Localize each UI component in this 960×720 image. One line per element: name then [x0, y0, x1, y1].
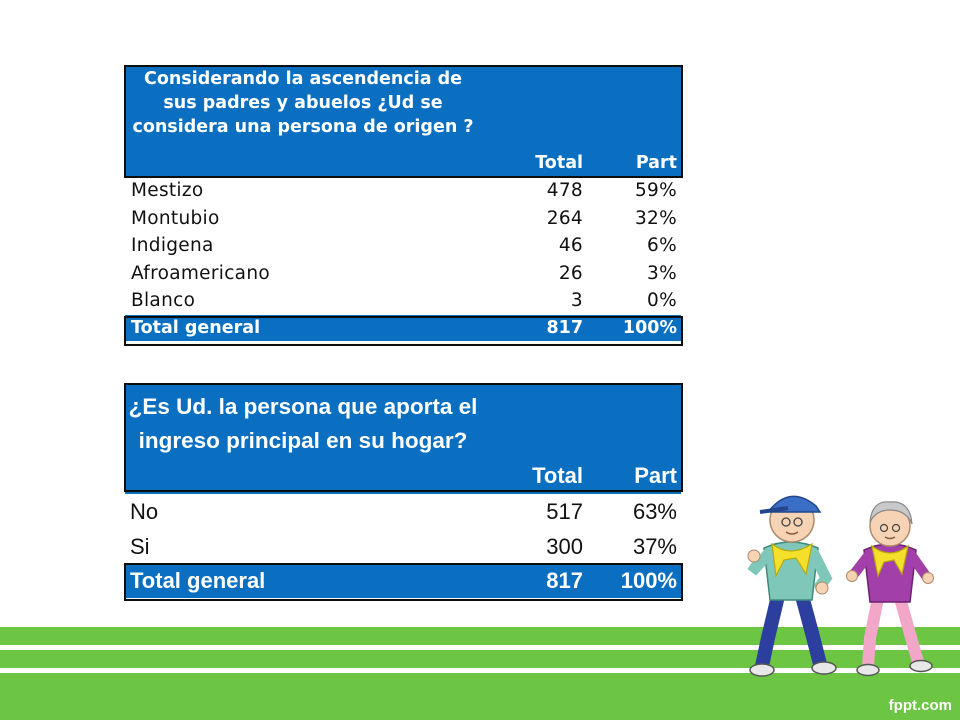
- table-row: No 517 63%: [125, 494, 681, 529]
- column-header-total: Total: [481, 384, 585, 494]
- elderly-joggers-illustration: [747, 495, 934, 677]
- table-header: ¿Es Ud. la persona que aporta el ingreso…: [125, 384, 681, 494]
- row-label: Indigena: [131, 235, 214, 257]
- brand-watermark: fppt.com: [888, 697, 952, 714]
- row-total: 3: [570, 290, 583, 312]
- question-text: Considerando la ascendencia de sus padre…: [125, 66, 481, 177]
- total-label: Total general: [125, 314, 481, 341]
- row-label: Si: [130, 533, 150, 559]
- income-table: ¿Es Ud. la persona que aporta el ingreso…: [125, 384, 681, 598]
- table-row: Indigena 46 6%: [125, 232, 681, 260]
- row-part: 0%: [647, 290, 677, 312]
- row-label: Montubio: [131, 207, 220, 229]
- table-row: Montubio 264 32%: [125, 205, 681, 233]
- total-value: 817: [481, 314, 585, 341]
- table-row: Blanco 3 0%: [125, 287, 681, 315]
- row-part: 63%: [632, 498, 677, 524]
- column-header-total: Total: [481, 66, 585, 177]
- white-stripe: [0, 645, 960, 650]
- row-part: 3%: [647, 262, 677, 284]
- total-row: Total general 817 100%: [125, 314, 681, 341]
- row-label: Afroamericano: [131, 262, 270, 284]
- table-header: Considerando la ascendencia de sus padre…: [125, 66, 681, 177]
- jogging-woman-figure: [846, 501, 934, 677]
- total-label: Total general: [125, 564, 481, 598]
- row-total: 300: [546, 533, 583, 559]
- row-part: 59%: [634, 180, 677, 202]
- table-row: Si 300 37%: [125, 529, 681, 564]
- row-total: 46: [558, 235, 583, 257]
- total-part: 100%: [585, 564, 681, 598]
- green-band: [0, 673, 960, 720]
- row-part: 37%: [632, 533, 677, 559]
- row-label: Mestizo: [131, 180, 204, 202]
- row-total: 478: [546, 180, 583, 202]
- row-total: 264: [546, 207, 583, 229]
- row-label: No: [130, 498, 159, 524]
- row-part: 32%: [634, 207, 677, 229]
- table-row: Afroamericano 26 3%: [125, 260, 681, 288]
- column-header-part: Part: [585, 384, 681, 494]
- table-row: Mestizo 478 59%: [125, 177, 681, 205]
- question-text: ¿Es Ud. la persona que aporta el ingreso…: [125, 384, 481, 494]
- row-part: 6%: [647, 235, 677, 257]
- row-label: Blanco: [131, 290, 196, 312]
- column-header-part: Part: [585, 66, 681, 177]
- total-row: Total general 817 100%: [125, 564, 681, 598]
- jogging-man-figure: [747, 495, 837, 677]
- green-stripe: [0, 650, 960, 668]
- white-stripe: [0, 668, 960, 673]
- row-total: 26: [558, 262, 583, 284]
- total-part: 100%: [585, 314, 681, 341]
- total-value: 817: [481, 564, 585, 598]
- ancestry-table: Considerando la ascendencia de sus padre…: [125, 66, 681, 341]
- green-stripe: [0, 627, 960, 645]
- row-total: 517: [546, 498, 583, 524]
